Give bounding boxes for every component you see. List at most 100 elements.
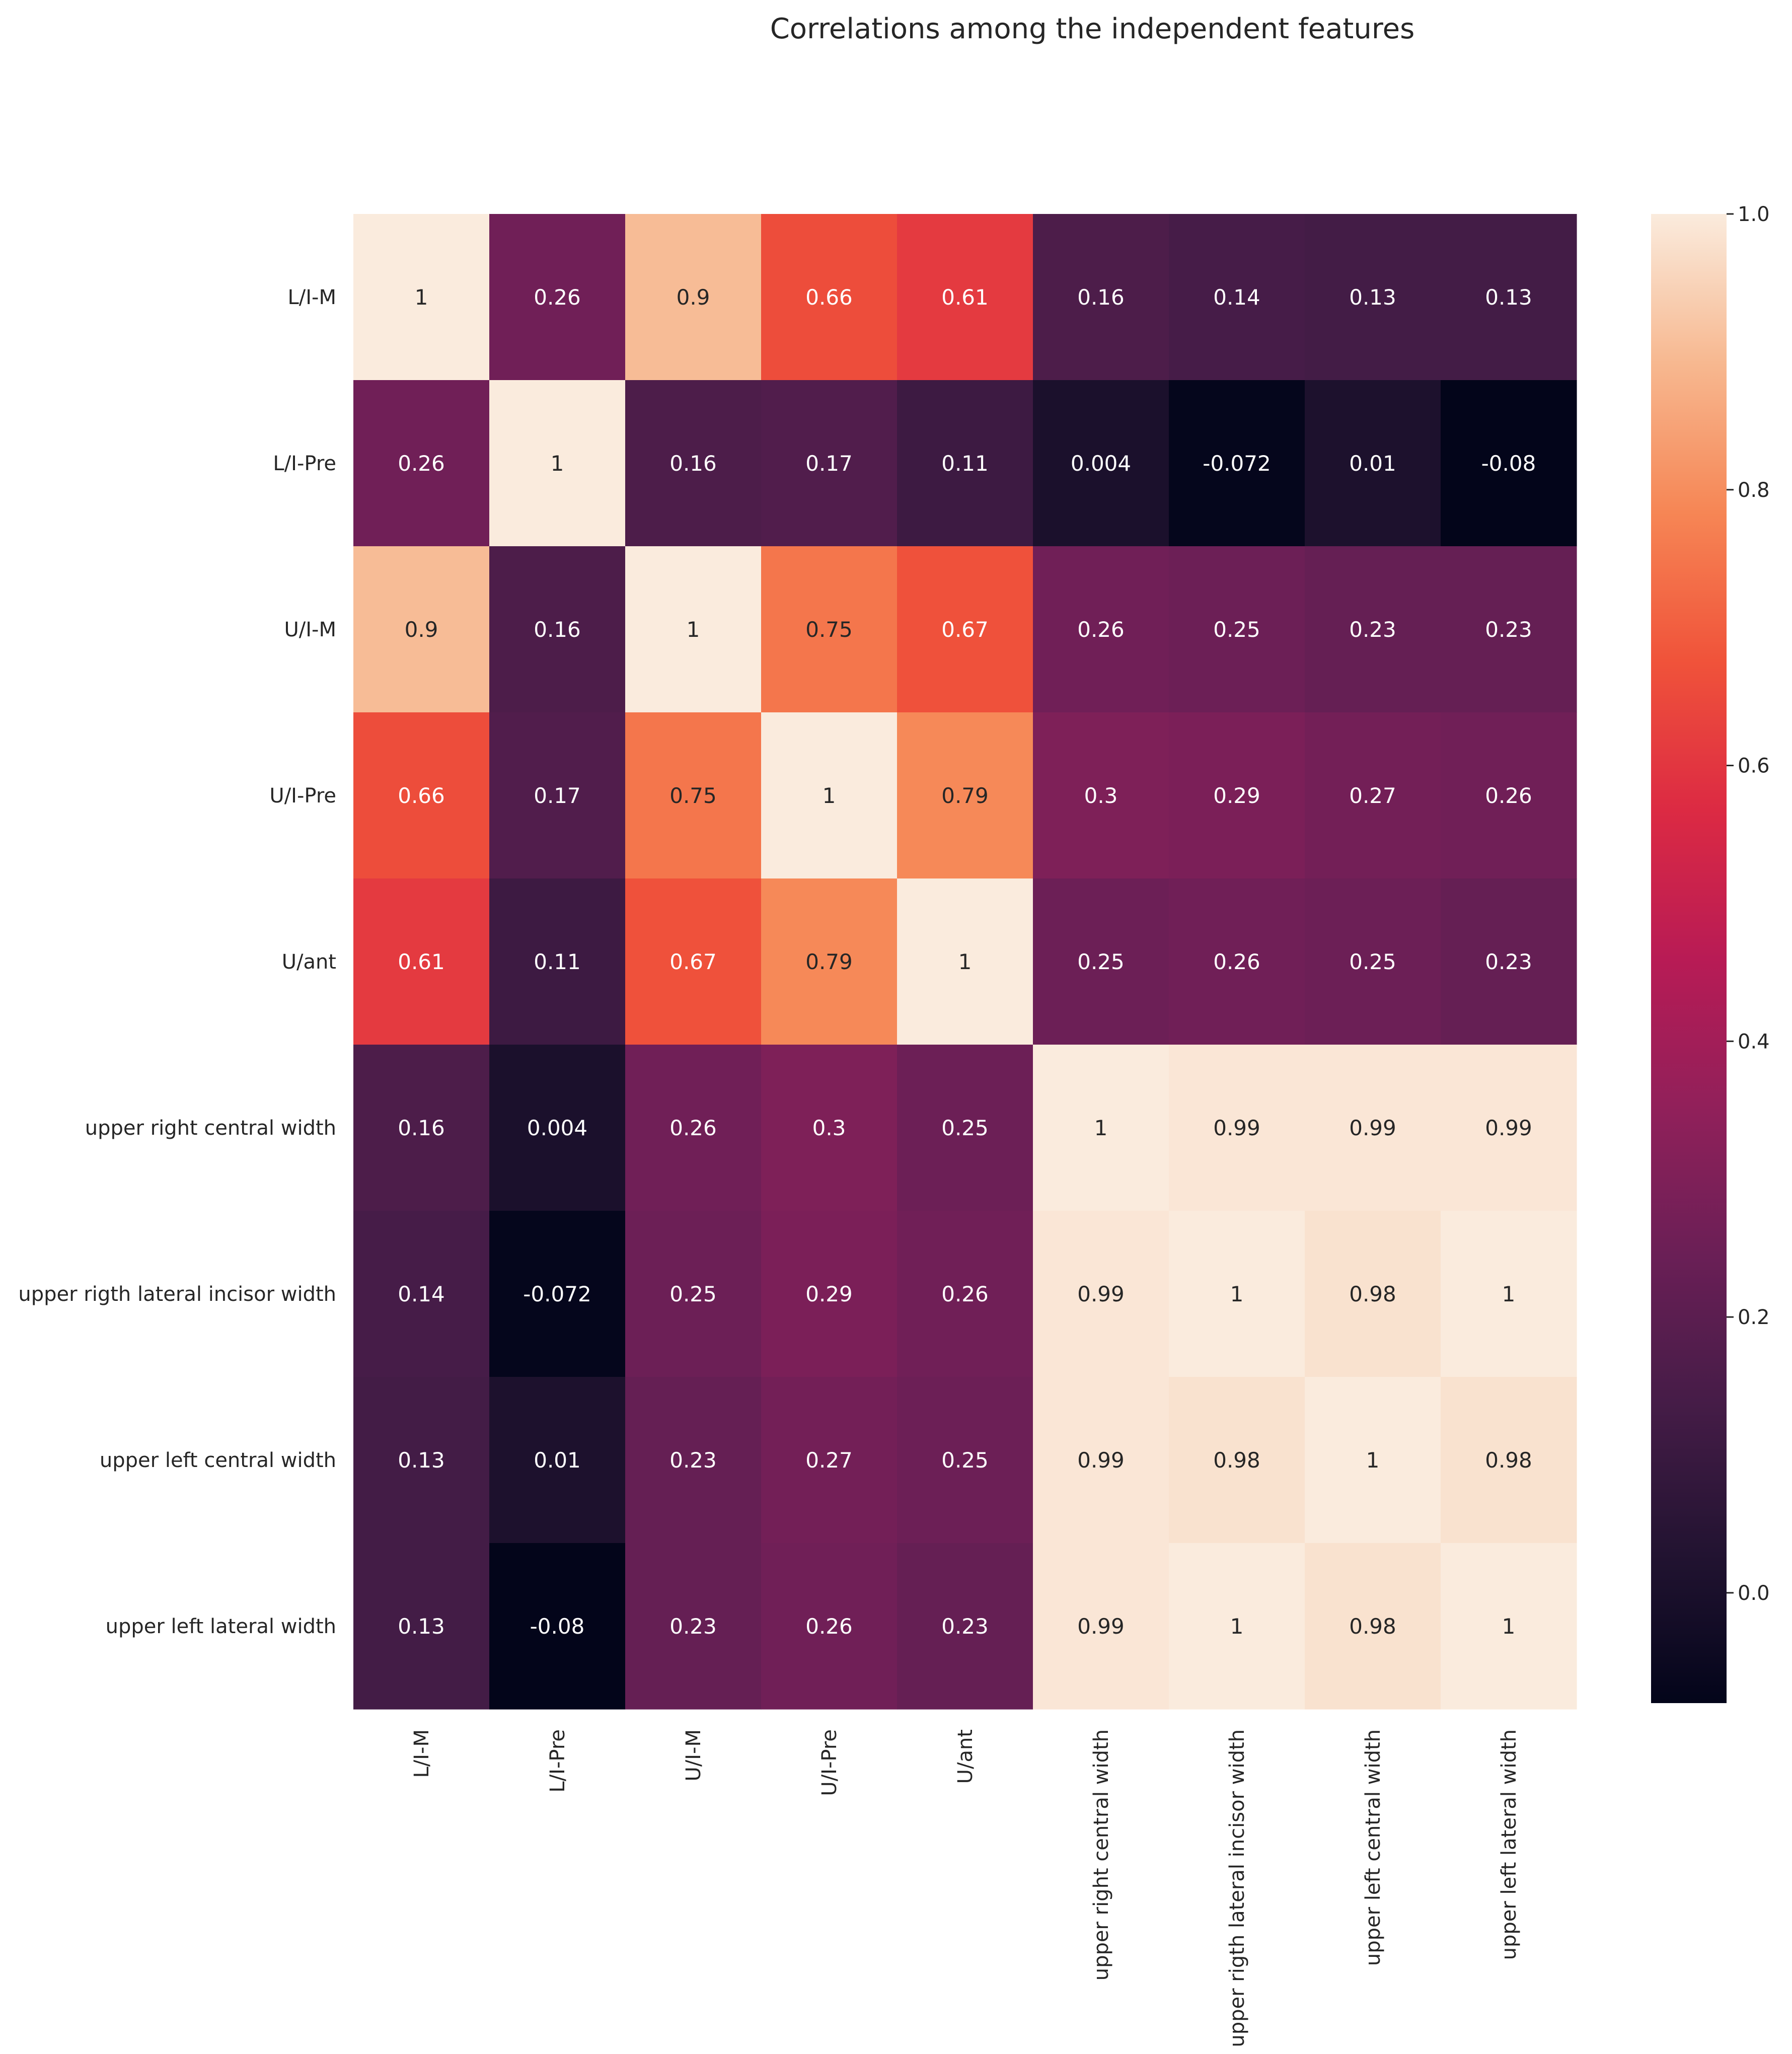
cell-value-label: 0.23: [1485, 949, 1532, 974]
cell-value-label: 0.29: [1213, 783, 1260, 808]
heatmap-cell-r1-c7: [1305, 380, 1441, 547]
heatmap-cell-r3-c8: [1441, 712, 1577, 879]
chart-title: Correlations among the independent featu…: [770, 13, 1415, 45]
cell-value-label: 0.26: [941, 1282, 989, 1306]
heatmap-cell-r2-c2: [625, 546, 762, 713]
cell-value-label: 0.23: [669, 1448, 717, 1473]
cell-value-label: 1: [1230, 1614, 1244, 1639]
cell-value-label: 0.25: [941, 1116, 989, 1140]
heatmap-cell-r6-c3: [761, 1211, 898, 1377]
heatmap-cell-r8-c4: [897, 1543, 1033, 1710]
heatmap-cell-r6-c7: [1305, 1211, 1441, 1377]
column-label: U/I-M: [682, 1729, 705, 1782]
cell-value-label: 0.67: [669, 949, 717, 974]
heatmap-cell-r3-c5: [1033, 712, 1169, 879]
column-label: upper rigth lateral incisor width: [1226, 1729, 1249, 2047]
heatmap-cell-r7-c8: [1441, 1377, 1577, 1544]
cell-value-label: 0.16: [1077, 285, 1125, 310]
heatmap-cell-r7-c2: [625, 1377, 762, 1544]
cell-value-label: 0.11: [941, 451, 989, 476]
heatmap-cell-r2-c5: [1033, 546, 1169, 713]
cell-value-label: 1: [1366, 1448, 1380, 1473]
heatmap-cell-r0-c0: [353, 214, 490, 381]
cell-value-label: 0.66: [398, 783, 445, 808]
heatmap-cell-r7-c0: [353, 1377, 490, 1544]
heatmap-cell-r2-c3: [761, 546, 898, 713]
cell-value-label: 0.75: [805, 617, 853, 642]
cell-value-label: 1: [1094, 1116, 1108, 1140]
heatmap-cell-r4-c4: [897, 878, 1033, 1045]
cell-value-label: 0.99: [1077, 1448, 1125, 1473]
heatmap-cell-r2-c0: [353, 546, 490, 713]
cell-value-label: 0.26: [805, 1614, 853, 1639]
cell-value-label: 0.13: [398, 1448, 445, 1473]
cell-value-label: 0.75: [669, 783, 717, 808]
column-label: L/I-Pre: [546, 1729, 569, 1793]
heatmap-cell-r4-c1: [489, 878, 626, 1045]
cell-value-label: 0.26: [1077, 617, 1125, 642]
heatmap-cell-r7-c5: [1033, 1377, 1169, 1544]
column-label: upper right central width: [1090, 1729, 1113, 1980]
cell-value-label: 1: [1502, 1614, 1516, 1639]
heatmap-cell-r3-c2: [625, 712, 762, 879]
heatmap-cell-r2-c6: [1169, 546, 1305, 713]
colorbar-gradient: [1651, 214, 1727, 1703]
heatmap-cell-r2-c1: [489, 546, 626, 713]
heatmap-cell-r5-c4: [897, 1045, 1033, 1211]
cell-value-label: 0.01: [1349, 451, 1396, 476]
cell-value-label: 0.01: [534, 1448, 581, 1473]
row-label: upper right central width: [85, 1117, 336, 1140]
heatmap-cell-r0-c4: [897, 214, 1033, 381]
cell-value-label: 0.29: [805, 1282, 853, 1306]
heatmap-cell-r3-c4: [897, 712, 1033, 879]
row-label: upper left central width: [100, 1449, 336, 1472]
heatmap-cell-r1-c6: [1169, 380, 1305, 547]
heatmap-cell-r0-c7: [1305, 214, 1441, 381]
heatmap-cell-r5-c2: [625, 1045, 762, 1211]
heatmap-cell-r4-c7: [1305, 878, 1441, 1045]
heatmap-cell-r5-c5: [1033, 1045, 1169, 1211]
heatmap-cell-r1-c0: [353, 380, 490, 547]
heatmap-cell-r0-c2: [625, 214, 762, 381]
heatmap-cell-r5-c8: [1441, 1045, 1577, 1211]
cell-value-label: -0.072: [523, 1282, 591, 1306]
cell-value-label: 0.98: [1213, 1448, 1260, 1473]
cell-value-label: 0.17: [805, 451, 853, 476]
row-label: L/I-Pre: [273, 452, 336, 475]
cell-value-label: 0.17: [534, 783, 581, 808]
row-label: upper left lateral width: [106, 1615, 336, 1638]
cell-value-label: 0.23: [1349, 617, 1396, 642]
cell-value-label: 1: [551, 451, 564, 476]
cell-value-label: 0.14: [1213, 285, 1260, 310]
cell-value-label: 0.23: [669, 1614, 717, 1639]
cell-value-label: 0.61: [941, 285, 989, 310]
heatmap-cell-r5-c7: [1305, 1045, 1441, 1211]
cell-value-label: 0.23: [1485, 617, 1532, 642]
cell-value-label: 0.25: [1077, 949, 1125, 974]
heatmap-cell-r8-c8: [1441, 1543, 1577, 1710]
heatmap-cell-r8-c2: [625, 1543, 762, 1710]
cell-value-label: 0.9: [405, 617, 438, 642]
cell-value-label: 0.25: [1213, 617, 1260, 642]
heatmap-cell-r6-c4: [897, 1211, 1033, 1377]
heatmap-cell-r0-c5: [1033, 214, 1169, 381]
cell-value-label: 0.13: [1485, 285, 1532, 310]
heatmap-cell-r8-c5: [1033, 1543, 1169, 1710]
cell-value-label: 1: [1502, 1282, 1516, 1306]
column-label: L/I-M: [410, 1729, 433, 1778]
cell-value-label: 0.27: [1349, 783, 1396, 808]
heatmap-cell-r3-c1: [489, 712, 626, 879]
cell-value-label: 0.26: [1485, 783, 1532, 808]
heatmap-cell-r3-c3: [761, 712, 898, 879]
heatmap-cell-r0-c6: [1169, 214, 1305, 381]
colorbar-tick-label: 0.8: [1738, 479, 1770, 502]
cell-value-label: 0.13: [1349, 285, 1396, 310]
heatmap-cell-r7-c4: [897, 1377, 1033, 1544]
heatmap-cell-r0-c8: [1441, 214, 1577, 381]
heatmap-cell-r2-c7: [1305, 546, 1441, 713]
row-label: upper rigth lateral incisor width: [18, 1283, 336, 1306]
heatmap-cell-r8-c7: [1305, 1543, 1441, 1710]
heatmap-cell-r4-c2: [625, 878, 762, 1045]
column-label: upper left lateral width: [1498, 1729, 1521, 1960]
